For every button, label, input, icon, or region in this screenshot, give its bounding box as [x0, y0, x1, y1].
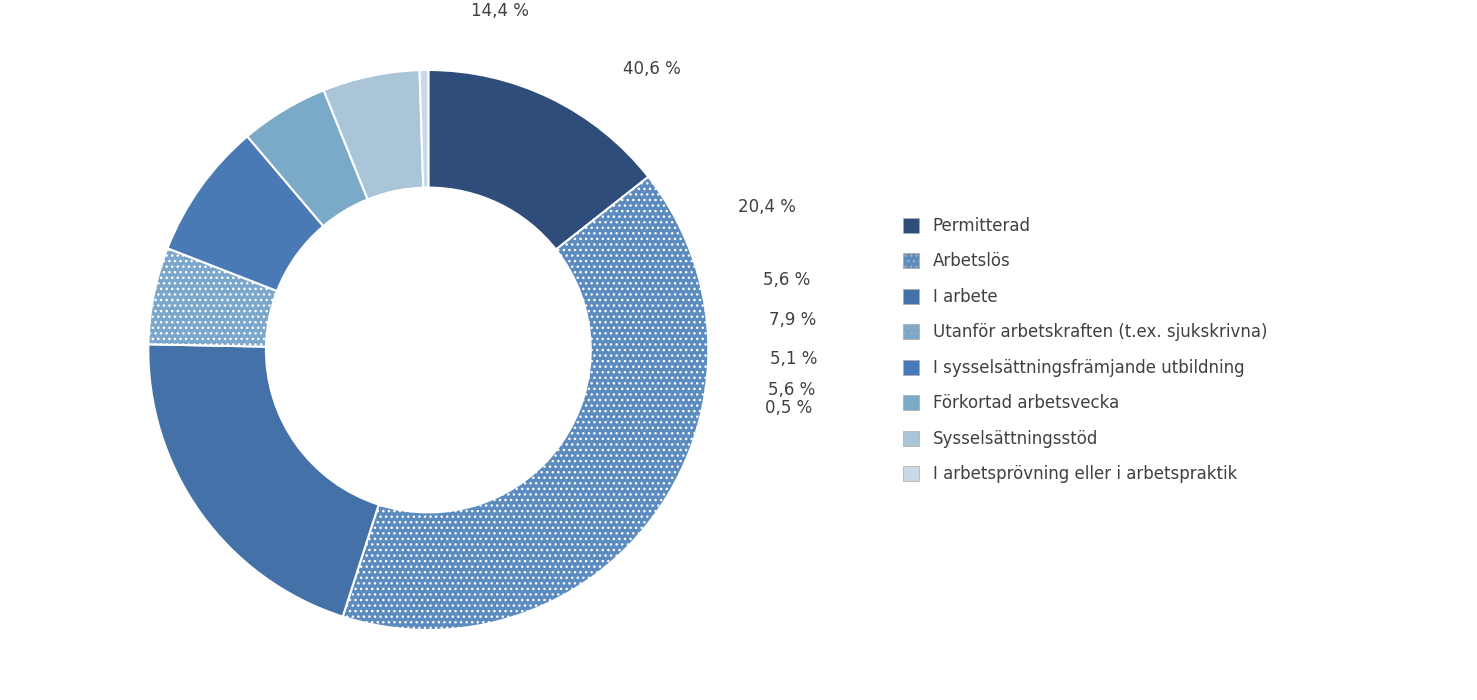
Text: 0,5 %: 0,5 %: [765, 400, 812, 417]
Text: 7,9 %: 7,9 %: [768, 311, 815, 329]
Text: 5,6 %: 5,6 %: [768, 382, 815, 400]
Wedge shape: [323, 70, 424, 199]
Wedge shape: [247, 90, 368, 226]
Wedge shape: [148, 248, 278, 346]
Wedge shape: [343, 177, 709, 630]
Text: 20,4 %: 20,4 %: [738, 197, 796, 216]
Legend: Permitterad, Arbetslös, I arbete, Utanför arbetskraften (t.ex. sjukskrivna), I s: Permitterad, Arbetslös, I arbete, Utanfö…: [897, 210, 1273, 490]
Text: 5,6 %: 5,6 %: [762, 271, 809, 289]
Wedge shape: [419, 70, 428, 188]
Text: 40,6 %: 40,6 %: [623, 60, 681, 78]
Text: 14,4 %: 14,4 %: [471, 2, 529, 20]
Wedge shape: [428, 70, 648, 249]
Wedge shape: [148, 344, 378, 617]
Text: 5,1 %: 5,1 %: [770, 349, 817, 368]
Wedge shape: [167, 136, 323, 291]
